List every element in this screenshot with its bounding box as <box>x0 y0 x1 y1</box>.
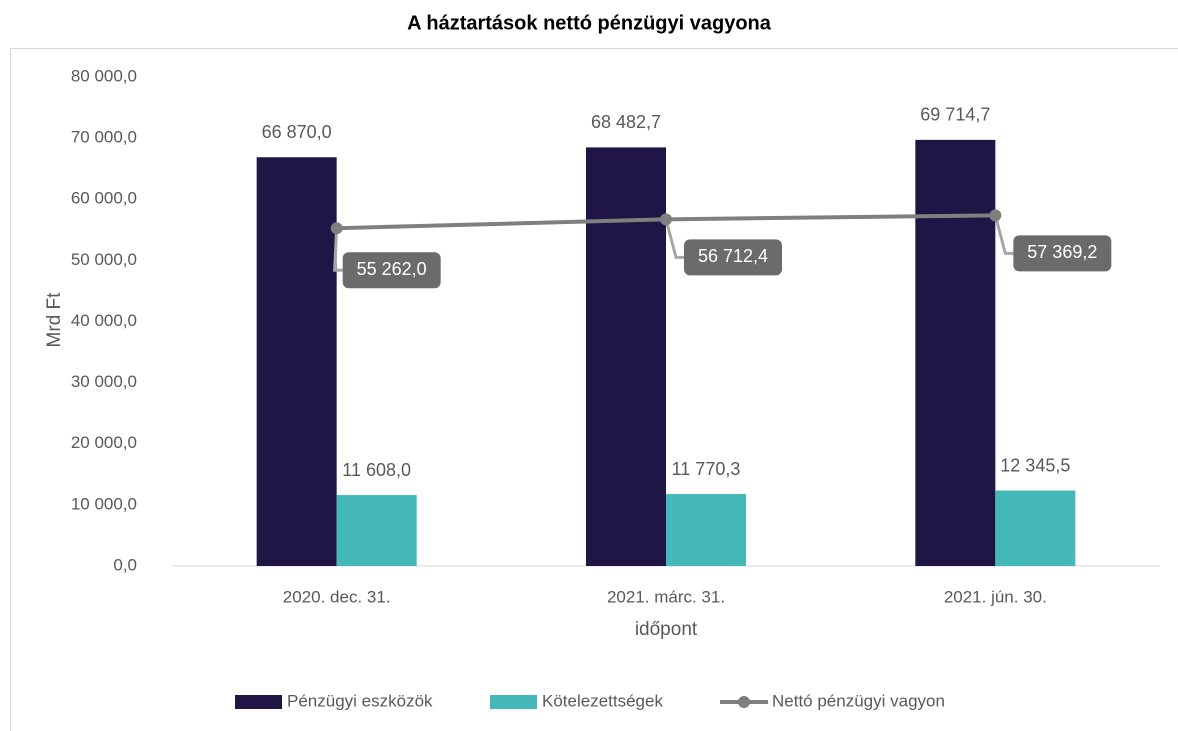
bar <box>336 495 417 566</box>
legend-label: Nettó pénzügyi vagyon <box>772 691 945 710</box>
data-label: 11 608,0 <box>342 460 411 480</box>
legend-swatch <box>235 695 282 709</box>
data-label: 66 870,0 <box>262 122 332 142</box>
leader-line <box>664 218 684 259</box>
legend-label: Kötelezettségek <box>542 691 663 710</box>
data-label: 12 345,5 <box>1000 455 1070 475</box>
bar <box>256 157 337 566</box>
legend-label: Pénzügyi eszközök <box>287 691 433 710</box>
marker <box>660 213 672 226</box>
bar <box>666 494 746 566</box>
y-tick-label: 70 000,0 <box>71 128 137 147</box>
legend-marker <box>738 696 750 708</box>
label-box <box>342 252 441 289</box>
chart-title: A háztartások nettó pénzügyi vagyona <box>407 12 772 34</box>
x-tick-label: 2021. márc. 31. <box>607 587 725 606</box>
data-label: 69 714,7 <box>920 105 990 125</box>
y-tick-label: 10 000,0 <box>71 494 137 513</box>
y-tick-label: 40 000,0 <box>71 311 137 330</box>
label-box <box>684 239 782 276</box>
chart-frame <box>10 48 1178 731</box>
data-label: 11 770,3 <box>672 459 741 479</box>
y-axis-title: Mrd Ft <box>44 292 65 348</box>
data-label: 68 482,7 <box>591 112 661 132</box>
label-box <box>1013 235 1112 272</box>
leader-line <box>993 214 1014 255</box>
y-tick-label: 0,0 <box>113 555 137 574</box>
data-label: 57 369,2 <box>1027 242 1097 262</box>
legend-swatch <box>490 695 537 709</box>
x-axis-title: időpont <box>635 619 698 640</box>
x-tick-label: 2020. dec. 31. <box>283 587 391 606</box>
bar <box>586 147 666 567</box>
y-tick-label: 80 000,0 <box>71 66 137 85</box>
y-tick-label: 30 000,0 <box>71 372 137 391</box>
data-label: 56 712,4 <box>698 246 768 266</box>
bar <box>915 139 996 566</box>
y-tick-label: 20 000,0 <box>71 433 137 452</box>
x-tick-label: 2021. jún. 30. <box>944 587 1047 606</box>
y-tick-label: 50 000,0 <box>71 250 137 269</box>
bar <box>995 490 1076 566</box>
y-tick-label: 60 000,0 <box>71 189 137 208</box>
data-label: 55 262,0 <box>357 259 427 279</box>
marker <box>989 209 1002 222</box>
marker <box>330 222 343 235</box>
leader-line <box>333 228 343 272</box>
